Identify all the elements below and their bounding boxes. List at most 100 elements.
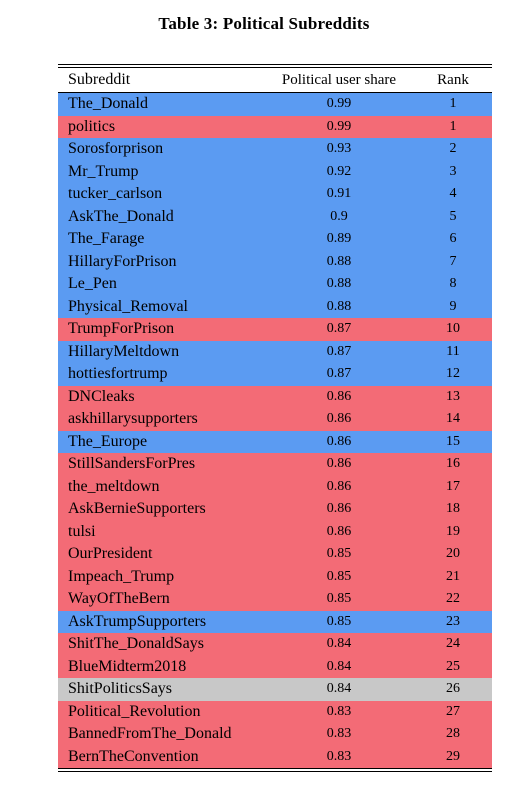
- political-share-cell: 0.85: [264, 543, 414, 566]
- political-share-cell: 0.84: [264, 633, 414, 656]
- rank-cell: 23: [414, 610, 492, 633]
- rank-cell: 13: [414, 385, 492, 408]
- political-share-cell: 0.85: [264, 588, 414, 611]
- rank-cell: 25: [414, 655, 492, 678]
- table-row: Political_Revolution 0.83 27: [58, 700, 492, 723]
- table-row: BernTheConvention 0.83 29: [58, 745, 492, 768]
- political-share-cell: 0.91: [264, 183, 414, 206]
- rank-cell: 29: [414, 745, 492, 768]
- rank-cell: 6: [414, 228, 492, 251]
- subreddit-cell: The_Donald: [58, 92, 264, 116]
- political-share-cell: 0.84: [264, 655, 414, 678]
- table-row: hottiesfortrump 0.87 12: [58, 363, 492, 386]
- subreddit-cell: BlueMidterm2018: [58, 655, 264, 678]
- subreddit-cell: hottiesfortrump: [58, 363, 264, 386]
- table-row: AskBernieSupporters 0.86 18: [58, 498, 492, 521]
- political-share-cell: 0.83: [264, 745, 414, 768]
- bottom-rule: [58, 768, 492, 772]
- rank-cell: 18: [414, 498, 492, 521]
- rank-cell: 12: [414, 363, 492, 386]
- subreddit-cell: OurPresident: [58, 543, 264, 566]
- subreddit-cell: BernTheConvention: [58, 745, 264, 768]
- subreddit-cell: tucker_carlson: [58, 183, 264, 206]
- table-row: tucker_carlson 0.91 4: [58, 183, 492, 206]
- header-row: Subreddit Political user share Rank: [58, 68, 492, 93]
- subreddit-cell: ShitThe_DonaldSays: [58, 633, 264, 656]
- subreddit-cell: Sorosforprison: [58, 138, 264, 161]
- table-caption: Table 3: Political Subreddits: [158, 14, 370, 33]
- political-share-cell: 0.99: [264, 115, 414, 138]
- table-row: Impeach_Trump 0.85 21: [58, 565, 492, 588]
- rank-cell: 2: [414, 138, 492, 161]
- subreddit-cell: the_meltdown: [58, 475, 264, 498]
- rank-cell: 5: [414, 205, 492, 228]
- political-share-cell: 0.86: [264, 408, 414, 431]
- political-share-cell: 0.86: [264, 385, 414, 408]
- political-share-cell: 0.86: [264, 475, 414, 498]
- subreddit-cell: askhillarysupporters: [58, 408, 264, 431]
- table-row: the_meltdown 0.86 17: [58, 475, 492, 498]
- table-row: TrumpForPrison 0.87 10: [58, 318, 492, 341]
- rank-cell: 10: [414, 318, 492, 341]
- subreddit-cell: AskTrumpSupporters: [58, 610, 264, 633]
- table-row: BlueMidterm2018 0.84 25: [58, 655, 492, 678]
- political-share-cell: 0.93: [264, 138, 414, 161]
- table-row: politics 0.99 1: [58, 115, 492, 138]
- table-row: WayOfTheBern 0.85 22: [58, 588, 492, 611]
- rank-cell: 1: [414, 115, 492, 138]
- political-share-cell: 0.87: [264, 340, 414, 363]
- rank-cell: 8: [414, 273, 492, 296]
- political-share-cell: 0.87: [264, 363, 414, 386]
- data-table: Subreddit Political user share Rank The_…: [58, 68, 492, 768]
- subreddit-cell: StillSandersForPres: [58, 453, 264, 476]
- subreddit-cell: ShitPoliticsSays: [58, 678, 264, 701]
- subreddit-cell: The_Europe: [58, 430, 264, 453]
- subreddit-cell: Le_Pen: [58, 273, 264, 296]
- political-share-cell: 0.83: [264, 700, 414, 723]
- rank-cell: 14: [414, 408, 492, 431]
- subreddit-cell: TrumpForPrison: [58, 318, 264, 341]
- subreddit-cell: Physical_Removal: [58, 295, 264, 318]
- subreddit-cell: Impeach_Trump: [58, 565, 264, 588]
- rank-cell: 11: [414, 340, 492, 363]
- rank-cell: 15: [414, 430, 492, 453]
- subreddit-cell: tulsi: [58, 520, 264, 543]
- table-row: HillaryMeltdown 0.87 11: [58, 340, 492, 363]
- political-share-cell: 0.89: [264, 228, 414, 251]
- rank-cell: 28: [414, 723, 492, 746]
- table-row: Le_Pen 0.88 8: [58, 273, 492, 296]
- table-row: tulsi 0.86 19: [58, 520, 492, 543]
- header-political-user-share: Political user share: [264, 68, 414, 93]
- political-share-cell: 0.88: [264, 250, 414, 273]
- political-share-cell: 0.86: [264, 430, 414, 453]
- political-share-cell: 0.86: [264, 498, 414, 521]
- table-row: AskTrumpSupporters 0.85 23: [58, 610, 492, 633]
- subreddit-cell: Mr_Trump: [58, 160, 264, 183]
- table-row: BannedFromThe_Donald 0.83 28: [58, 723, 492, 746]
- subreddit-cell: HillaryForPrison: [58, 250, 264, 273]
- rank-cell: 4: [414, 183, 492, 206]
- political-share-cell: 0.84: [264, 678, 414, 701]
- rank-cell: 22: [414, 588, 492, 611]
- top-rule: [58, 64, 492, 68]
- subreddit-cell: Political_Revolution: [58, 700, 264, 723]
- subreddit-cell: DNCleaks: [58, 385, 264, 408]
- political-share-cell: 0.88: [264, 273, 414, 296]
- table-row: ShitPoliticsSays 0.84 26: [58, 678, 492, 701]
- political-share-cell: 0.92: [264, 160, 414, 183]
- subreddit-cell: WayOfTheBern: [58, 588, 264, 611]
- table-row: The_Europe 0.86 15: [58, 430, 492, 453]
- rank-cell: 21: [414, 565, 492, 588]
- table-row: DNCleaks 0.86 13: [58, 385, 492, 408]
- table-row: The_Donald 0.99 1: [58, 92, 492, 116]
- rank-cell: 17: [414, 475, 492, 498]
- subreddit-cell: BannedFromThe_Donald: [58, 723, 264, 746]
- table-row: Mr_Trump 0.92 3: [58, 160, 492, 183]
- subreddit-cell: politics: [58, 115, 264, 138]
- political-share-cell: 0.85: [264, 565, 414, 588]
- table-header: Subreddit Political user share Rank: [58, 68, 492, 93]
- table-row: askhillarysupporters 0.86 14: [58, 408, 492, 431]
- rank-cell: 9: [414, 295, 492, 318]
- table-row: ShitThe_DonaldSays 0.84 24: [58, 633, 492, 656]
- political-share-cell: 0.86: [264, 453, 414, 476]
